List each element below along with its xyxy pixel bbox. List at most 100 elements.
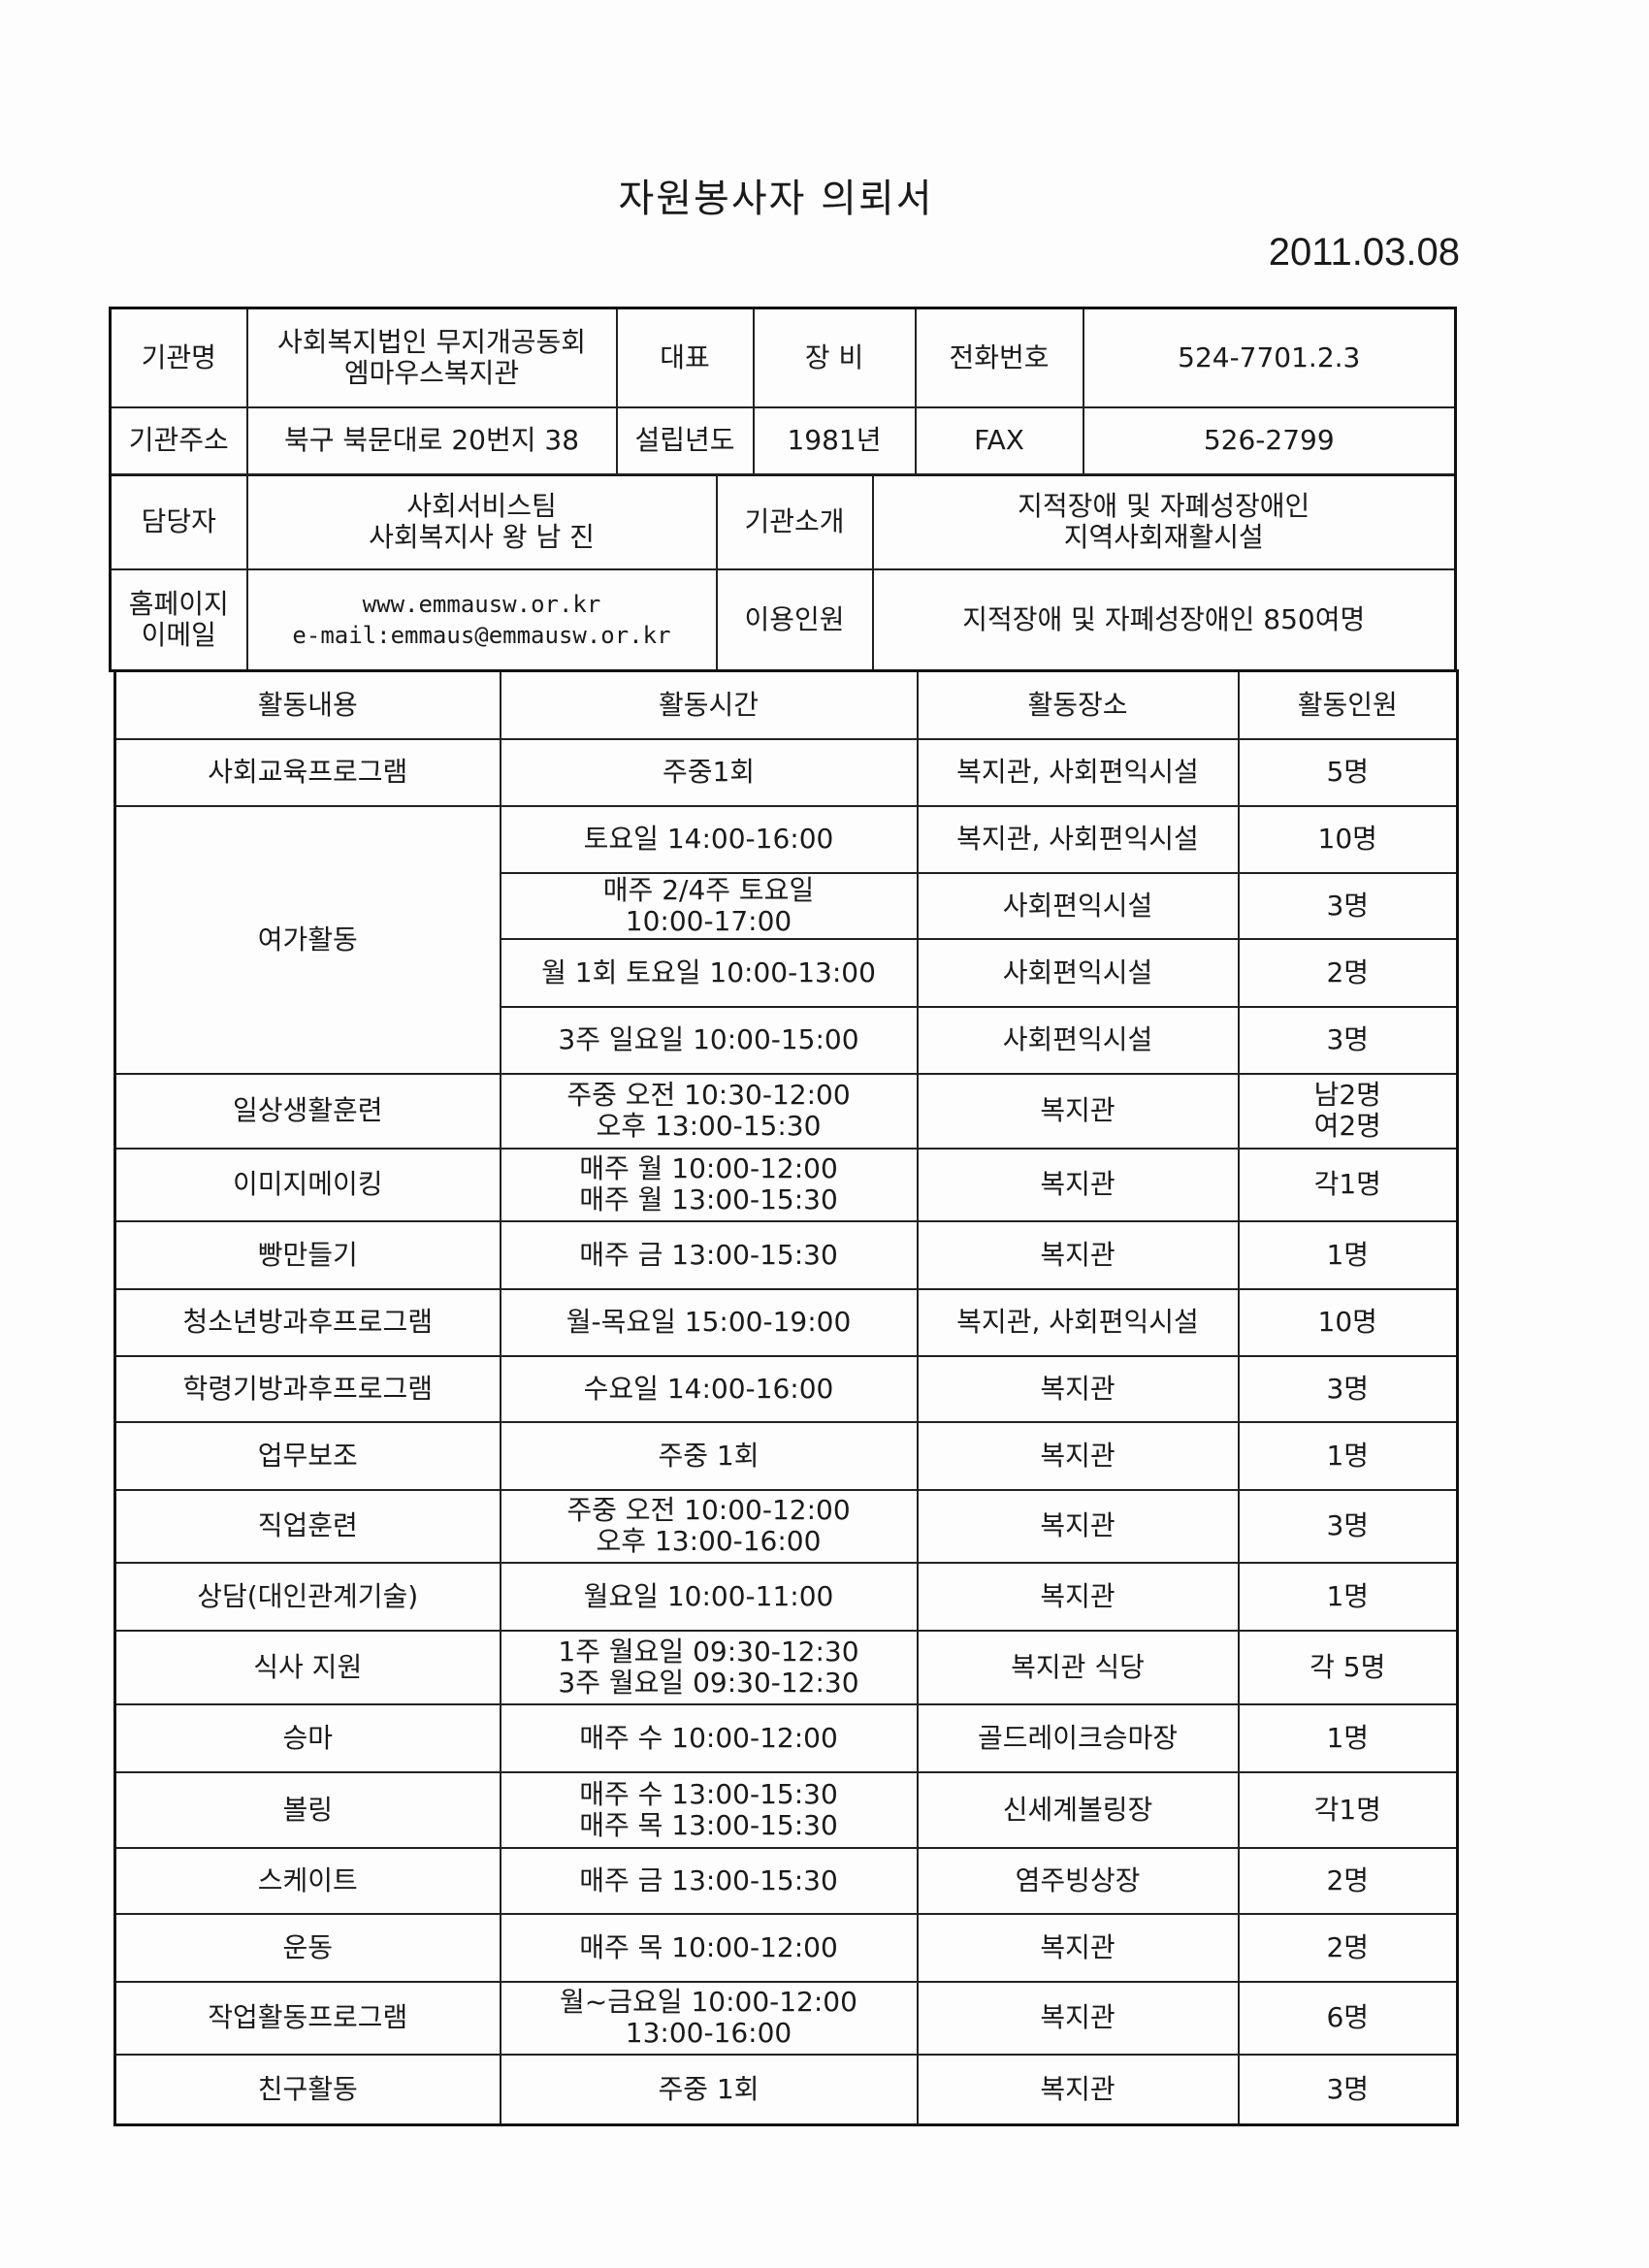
activity-time: 수요일 14:00-16:00 — [499, 1354, 919, 1423]
activity-time: 주중 오전 10:30-12:00 오후 13:00-15:30 — [499, 1072, 919, 1150]
activity-place: 복지관 — [916, 2053, 1240, 2126]
activity-people: 5명 — [1237, 737, 1459, 807]
activity-place: 신세계볼링장 — [916, 1770, 1240, 1849]
header-row: 활동내용 활동시간 활동장소 활동인원 — [113, 669, 1459, 740]
activity-time-line: 주중 1회 — [658, 1439, 760, 1472]
activity-place: 염주빙상장 — [916, 1846, 1240, 1915]
activity-time-line: 매주 2/4주 토요일 — [602, 873, 815, 906]
activity-time-line: 토요일 14:00-16:00 — [583, 823, 834, 855]
rep-value: 장 비 — [752, 307, 917, 408]
activity-time: 1주 월요일 09:30-12:30 3주 월요일 09:30-12:30 — [499, 1629, 919, 1705]
activity-time: 주중1회 — [499, 737, 919, 807]
activity-name: 업무보조 — [113, 1420, 501, 1491]
address-label: 기관주소 — [109, 405, 248, 476]
table-row: 매주 2/4주 토요일 10:00-17:00 사회편익시설 3명 — [115, 871, 1459, 940]
activity-time-line: 13:00-16:00 — [625, 2017, 792, 2049]
activity-time: 월~금요일 10:00-12:00 13:00-16:00 — [499, 1980, 919, 2056]
fax-value: 526-2799 — [1082, 405, 1457, 476]
table-row: 학령기방과후프로그램 수요일 14:00-16:00 복지관 3명 — [113, 1354, 1459, 1423]
activity-place: 복지관, 사회편익시설 — [916, 804, 1240, 874]
activity-people-line: 6명 — [1326, 2001, 1370, 2033]
table-row: 사회교육프로그램 주중1회 복지관, 사회편익시설 5명 — [113, 737, 1459, 807]
activity-name: 일상생활훈련 — [113, 1072, 501, 1150]
activity-name: 식사 지원 — [113, 1629, 501, 1705]
contact-value: 사회서비스팀 사회복지사 왕 남 진 — [245, 473, 718, 570]
activity-people: 3명 — [1237, 1354, 1459, 1423]
activity-people: 3명 — [1237, 1005, 1459, 1075]
table-row: 월 1회 토요일 10:00-13:00 사회편익시설 2명 — [115, 937, 1459, 1008]
activity-people: 3명 — [1237, 871, 1459, 940]
activity-name: 운동 — [113, 1912, 501, 1983]
activity-people-line: 1명 — [1326, 1238, 1370, 1271]
activity-name: 사회교육프로그램 — [113, 737, 501, 807]
fax-label: FAX — [914, 405, 1084, 476]
activity-time: 매주 월 10:00-12:00 매주 월 13:00-15:30 — [499, 1147, 919, 1222]
activity-time: 월요일 10:00-11:00 — [499, 1561, 919, 1632]
activity-people: 각1명 — [1237, 1770, 1459, 1849]
activity-time-line: 매주 목 13:00-15:30 — [579, 1808, 838, 1841]
activity-time: 토요일 14:00-16:00 — [499, 804, 919, 874]
activity-name: 작업활동프로그램 — [113, 1980, 501, 2056]
activity-name: 승마 — [113, 1702, 501, 1773]
activity-time: 주중 1회 — [499, 1420, 919, 1491]
activity-time: 매주 2/4주 토요일 10:00-17:00 — [499, 871, 919, 940]
activity-time-line: 매주 월 10:00-12:00 — [579, 1152, 838, 1184]
organization-info-table-2: 담당자 사회서비스팀 사회복지사 왕 남 진 기관소개 지적장애 및 자폐성장애인… — [109, 473, 1457, 672]
activity-place: 복지관 — [916, 1219, 1240, 1290]
activity-people: 6명 — [1237, 1980, 1459, 2056]
activity-people-line: 1명 — [1326, 1579, 1370, 1612]
table-row: 식사 지원 1주 월요일 09:30-12:30 3주 월요일 09:30-12:3… — [113, 1629, 1459, 1705]
activity-time-line: 오후 13:00-16:00 — [596, 1525, 822, 1557]
table-row: 직업훈련 주중 오전 10:00-12:00 오후 13:00-16:00 복지관 3명 — [113, 1488, 1459, 1564]
activity-people-line: 2명 — [1326, 1863, 1370, 1896]
activity-people-line: 3명 — [1326, 1372, 1370, 1405]
address-value: 북구 북문대로 20번지 38 — [245, 405, 618, 476]
activity-time: 주중 1회 — [499, 2053, 919, 2126]
org-name: 사회복지법인 무지개공동회 엠마우스복지관 — [245, 307, 618, 408]
activity-time: 매주 수 10:00-12:00 — [499, 1702, 919, 1773]
activity-place: 복지관 — [916, 1561, 1240, 1632]
table-row: 일상생활훈련 주중 오전 10:30-12:00 오후 13:00-15:30 복지관… — [113, 1072, 1459, 1150]
organization-info-table: 기관명 사회복지법인 무지개공동회 엠마우스복지관 대표 장 비 전화번호 524… — [109, 307, 1457, 476]
activity-time: 매주 금 13:00-15:30 — [499, 1846, 919, 1915]
table-row: 볼링 매주 수 13:00-15:30 매주 목 13:00-15:30 신세계볼링장… — [113, 1770, 1459, 1849]
activity-place: 복지관 — [916, 1147, 1240, 1222]
header-activity: 활동내용 — [113, 669, 501, 740]
activity-time-line: 3주 일요일 10:00-15:00 — [558, 1023, 859, 1055]
phone-label: 전화번호 — [914, 307, 1084, 408]
org-name-label: 기관명 — [109, 307, 248, 408]
activity-time-line: 1주 월요일 09:30-12:30 — [558, 1635, 859, 1668]
header-people: 활동인원 — [1237, 669, 1459, 740]
phone-value: 524-7701.2.3 — [1082, 307, 1457, 408]
activity-time: 주중 오전 10:00-12:00 오후 13:00-16:00 — [499, 1488, 919, 1564]
activity-time: 매주 금 13:00-15:30 — [499, 1219, 919, 1290]
activity-people-line: 5명 — [1326, 756, 1370, 788]
activity-time: 월-목요일 15:00-19:00 — [499, 1287, 919, 1357]
activity-people-line: 각1명 — [1313, 1793, 1381, 1826]
table-row: 작업활동프로그램 월~금요일 10:00-12:00 13:00-16:00 복지관 6… — [113, 1980, 1459, 2056]
activity-name: 청소년방과후프로그램 — [113, 1287, 501, 1357]
founded-value: 1981년 — [752, 405, 917, 476]
activity-people: 2명 — [1237, 937, 1459, 1008]
activity-time-line: 3주 월요일 09:30-12:30 — [558, 1666, 859, 1699]
contact-label: 담당자 — [109, 473, 248, 570]
activity-time-line: 월~금요일 10:00-12:00 — [560, 1986, 857, 2018]
activity-place: 복지관 — [916, 1912, 1240, 1983]
activity-people-line: 2명 — [1326, 956, 1370, 988]
activity-people: 3명 — [1237, 1488, 1459, 1564]
table-row: 여가활동 토요일 14:00-16:00 복지관, 사회편익시설 10명 — [113, 804, 1459, 1075]
activity-time-line: 매주 목 10:00-12:00 — [579, 1930, 838, 1963]
activity-name: 빵만들기 — [113, 1219, 501, 1290]
activity-time: 매주 수 13:00-15:30 매주 목 13:00-15:30 — [499, 1770, 919, 1849]
table-row: 빵만들기 매주 금 13:00-15:30 복지관 1명 — [113, 1219, 1459, 1290]
activity-name: 친구활동 — [113, 2053, 501, 2126]
activity-people-line: 3명 — [1326, 1509, 1370, 1541]
activity-time-line: 10:00-17:00 — [625, 904, 792, 937]
activity-people-line: 3명 — [1326, 2072, 1370, 2105]
table-row: 업무보조 주중 1회 복지관 1명 — [113, 1420, 1459, 1491]
activity-name: 이미지메이킹 — [113, 1147, 501, 1222]
activity-place: 복지관 — [916, 1420, 1240, 1491]
activity-place: 복지관 — [916, 1488, 1240, 1564]
activity-people: 1명 — [1237, 1702, 1459, 1773]
intro-value: 지적장애 및 자폐성장애인 지역사회재활시설 — [871, 473, 1457, 570]
